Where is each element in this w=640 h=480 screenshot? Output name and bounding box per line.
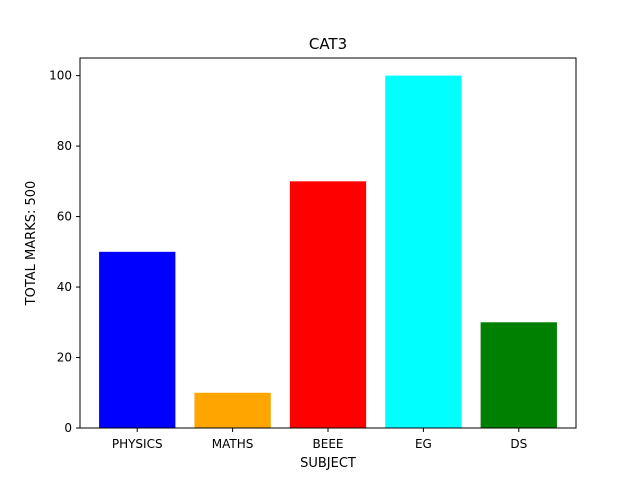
y-tick-label: 0: [64, 421, 72, 435]
x-axis: PHYSICS MATHS BEEE EG DS: [112, 428, 527, 451]
x-tick-label: MATHS: [212, 437, 254, 451]
bars-group: [99, 75, 557, 428]
x-tick-label: DS: [510, 437, 527, 451]
x-axis-label: SUBJECT: [300, 456, 356, 471]
y-tick-label: 40: [57, 280, 72, 294]
bar-physics: [99, 251, 176, 428]
bar-maths: [194, 392, 271, 428]
y-tick-label: 60: [57, 210, 72, 224]
chart-title: CAT3: [309, 35, 347, 53]
y-axis-label: TOTAL MARKS: 500: [24, 181, 39, 307]
x-tick-label: BEEE: [313, 437, 344, 451]
bar-ds: [480, 322, 557, 428]
y-tick-label: 20: [57, 351, 72, 365]
bar-eg: [385, 75, 462, 428]
y-tick-label: 100: [49, 69, 72, 83]
x-tick-label: PHYSICS: [112, 437, 163, 451]
y-tick-label: 80: [57, 139, 72, 153]
bar-beee: [289, 181, 367, 428]
y-axis: 0 20 40 60 80 100: [49, 69, 80, 435]
x-tick-label: EG: [415, 437, 432, 451]
